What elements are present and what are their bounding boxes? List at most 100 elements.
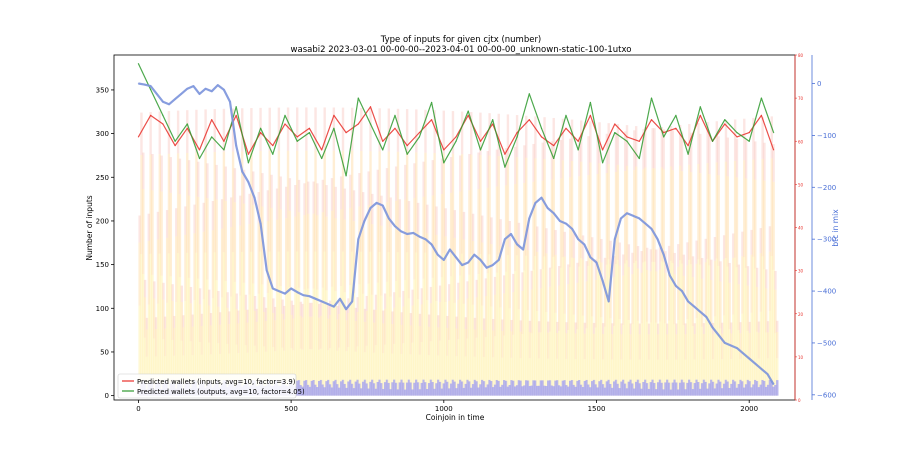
stack-bar-orange xyxy=(755,286,759,332)
stack-bar-blue xyxy=(492,387,495,396)
stack-bar-yellow xyxy=(151,274,154,396)
stack-bar-blue xyxy=(766,384,770,396)
stack-bar-yellow xyxy=(541,269,544,396)
stack-bar-salmon xyxy=(561,118,565,161)
stack-bar-orange xyxy=(737,284,740,331)
stack-bar-blue xyxy=(385,379,389,396)
series-point xyxy=(766,373,769,375)
stack-bar-blue xyxy=(341,379,345,396)
stack-bar-orange xyxy=(275,219,279,293)
series-point xyxy=(626,212,628,214)
stack-bar-yellow xyxy=(433,252,436,396)
stack-bar-blue xyxy=(372,383,376,396)
stack-bar-orange xyxy=(700,278,704,327)
stack-bar-salmon xyxy=(460,111,464,155)
series-point xyxy=(540,197,543,199)
stack-bar-orange xyxy=(512,292,515,335)
stack-bar-yellow xyxy=(330,286,334,396)
stack-bar-orange xyxy=(766,332,770,359)
stack-bar-yellow xyxy=(605,264,609,396)
stack-bar-yellow xyxy=(625,260,629,396)
stack-bar-salmon xyxy=(576,262,579,283)
stack-bar-yellow xyxy=(532,269,535,396)
stack-bar-yellow xyxy=(372,352,376,396)
stack-bar-orange xyxy=(255,321,259,353)
stack-bar-blue xyxy=(721,388,724,396)
series-point xyxy=(614,132,616,134)
stack-bar-yellow xyxy=(197,278,200,396)
stack-bar-yellow xyxy=(515,255,519,396)
stack-bar-salmon xyxy=(677,244,680,267)
stack-bar-blue xyxy=(442,383,445,396)
stack-bar-yellow xyxy=(147,304,150,396)
stack-bar-orange xyxy=(376,203,380,283)
stack-bar-orange xyxy=(732,257,735,315)
stack-bar-salmon xyxy=(733,119,737,161)
stack-bar-yellow xyxy=(149,253,152,396)
stack-bar-salmon xyxy=(713,237,717,261)
stack-bar-yellow xyxy=(244,345,248,396)
stack-bar-blue xyxy=(451,379,455,396)
series-point xyxy=(602,162,604,164)
stack-bar-yellow xyxy=(460,253,464,396)
stack-bar-blue xyxy=(482,381,486,396)
series-point xyxy=(602,149,604,151)
stack-bar-yellow xyxy=(622,325,625,396)
stack-bar-orange xyxy=(493,294,497,337)
stack-bar-yellow xyxy=(517,309,521,396)
stack-bar-blue xyxy=(402,382,405,396)
series-point xyxy=(687,144,689,147)
stack-bar-blue xyxy=(521,386,524,396)
stack-bar-yellow xyxy=(319,348,323,396)
stack-bar-salmon xyxy=(365,295,369,311)
stack-bar-blue xyxy=(349,379,352,396)
stack-bar-salmon xyxy=(539,269,543,289)
stack-bar-orange xyxy=(176,153,180,254)
stack-bar-salmon xyxy=(755,267,759,287)
stack-bar-orange xyxy=(763,180,766,270)
stack-bar-blue xyxy=(345,387,348,396)
stack-bar-yellow xyxy=(220,297,224,396)
series-point xyxy=(705,316,708,318)
stack-bar-blue xyxy=(420,382,424,396)
series-point xyxy=(302,294,304,296)
stack-bar-yellow xyxy=(402,343,405,396)
stack-bar-orange xyxy=(175,236,178,302)
stack-bar-orange xyxy=(402,306,405,344)
series-point xyxy=(553,212,555,214)
stack-bar-salmon xyxy=(290,300,293,315)
stack-bar-orange xyxy=(204,152,207,253)
stack-bar-yellow xyxy=(488,254,491,396)
stack-bar-orange xyxy=(677,266,680,320)
stack-bar-orange xyxy=(382,323,385,354)
stack-bar-orange xyxy=(704,262,708,318)
stack-bar-orange xyxy=(660,167,664,262)
stack-bar-salmon xyxy=(350,107,354,151)
series-point xyxy=(284,123,286,125)
stack-bar-yellow xyxy=(552,256,555,396)
stack-bar-blue xyxy=(570,380,574,396)
stack-bar-yellow xyxy=(277,251,281,396)
stack-bar-yellow xyxy=(492,357,495,396)
series-point xyxy=(247,181,249,183)
stack-bar-blue xyxy=(655,389,658,396)
series-point xyxy=(333,114,335,116)
stack-bar-salmon xyxy=(451,111,455,154)
series-point xyxy=(308,295,311,297)
stack-bar-orange xyxy=(231,151,235,253)
stack-bar-orange xyxy=(673,274,676,325)
stack-bar-blue xyxy=(770,380,773,396)
series-point xyxy=(430,101,433,104)
stack-bar-yellow xyxy=(259,251,262,396)
stack-bar-salmon xyxy=(433,110,436,154)
stack-bar-salmon xyxy=(219,312,222,325)
stack-bar-yellow xyxy=(686,318,689,396)
stack-bar-orange xyxy=(142,189,145,275)
stack-bar-orange xyxy=(211,230,215,299)
stack-bar-blue xyxy=(339,381,343,396)
stack-bar-yellow xyxy=(167,253,171,396)
stack-bar-yellow xyxy=(682,325,686,396)
stack-bar-yellow xyxy=(290,348,293,396)
series-point xyxy=(174,98,176,100)
stack-bar-yellow xyxy=(757,358,761,396)
